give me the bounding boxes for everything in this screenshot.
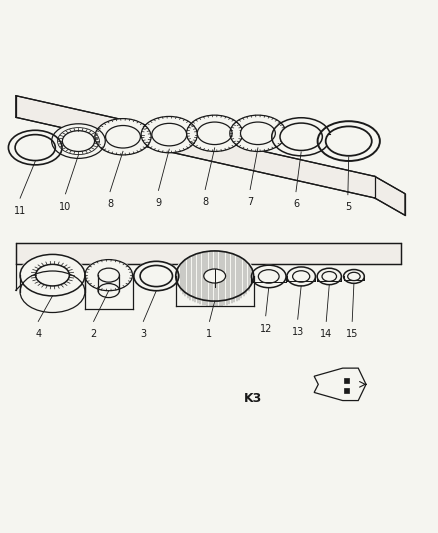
Text: 12: 12 (260, 324, 272, 334)
Ellipse shape (272, 118, 331, 156)
Ellipse shape (174, 249, 255, 302)
Text: 7: 7 (247, 197, 253, 207)
Ellipse shape (280, 123, 322, 150)
Ellipse shape (152, 123, 187, 146)
Ellipse shape (140, 265, 173, 287)
Text: K3: K3 (244, 392, 262, 405)
Ellipse shape (141, 116, 198, 153)
Text: 5: 5 (345, 203, 351, 213)
Text: 4: 4 (35, 329, 41, 339)
Text: 8: 8 (107, 199, 113, 209)
Ellipse shape (84, 259, 134, 292)
Ellipse shape (293, 271, 310, 282)
Ellipse shape (62, 131, 95, 151)
Text: 9: 9 (155, 198, 162, 208)
Ellipse shape (15, 135, 55, 160)
Ellipse shape (230, 115, 286, 151)
Polygon shape (16, 96, 405, 215)
Text: 13: 13 (292, 327, 304, 337)
Ellipse shape (18, 253, 87, 297)
Ellipse shape (251, 265, 287, 288)
Text: 15: 15 (346, 329, 358, 339)
Text: 14: 14 (320, 329, 332, 339)
Ellipse shape (95, 119, 151, 155)
Ellipse shape (35, 264, 69, 286)
Text: 6: 6 (293, 199, 299, 209)
Ellipse shape (326, 126, 372, 156)
Text: 2: 2 (91, 329, 97, 339)
Ellipse shape (348, 272, 360, 280)
Ellipse shape (317, 268, 342, 285)
Text: 1: 1 (206, 329, 212, 339)
Text: 10: 10 (60, 201, 71, 212)
Ellipse shape (322, 271, 336, 281)
Ellipse shape (187, 115, 243, 151)
Ellipse shape (286, 266, 316, 286)
Ellipse shape (258, 270, 279, 283)
Ellipse shape (240, 122, 276, 144)
Bar (343, 387, 349, 393)
Ellipse shape (106, 125, 141, 148)
Polygon shape (16, 243, 401, 264)
Ellipse shape (197, 122, 232, 144)
Bar (343, 378, 349, 383)
Text: 8: 8 (202, 197, 208, 207)
Ellipse shape (204, 269, 226, 283)
Ellipse shape (133, 261, 180, 292)
Ellipse shape (318, 121, 380, 161)
Ellipse shape (98, 268, 120, 282)
Text: 11: 11 (14, 206, 26, 216)
Ellipse shape (343, 269, 365, 284)
Text: 3: 3 (140, 329, 146, 339)
Ellipse shape (52, 124, 105, 158)
Ellipse shape (8, 130, 62, 165)
